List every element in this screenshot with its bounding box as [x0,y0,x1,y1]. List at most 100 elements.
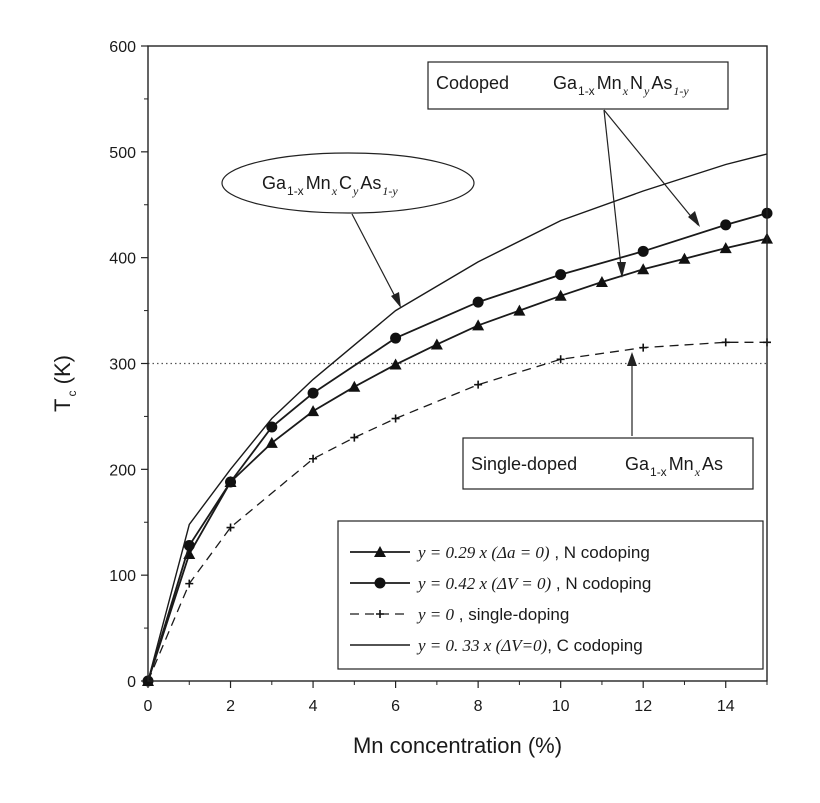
x-tick-label: 12 [634,698,652,715]
y-tick-label: 200 [109,462,136,479]
y-tick-label: 500 [109,145,136,162]
formula-part: As [651,73,672,93]
formula-part: Mn [306,173,331,193]
data-point-plus [474,380,483,389]
y-axis-label: Tc (K) [50,355,79,412]
data-point-circle [307,387,319,399]
formula-part: Ga [625,454,650,474]
data-point-circle [720,219,732,231]
plot-area: 0 100 200 300 400 500 600 0 2 4 6 8 10 12 14 Mn concent… [50,39,773,758]
data-point-triangle [554,289,567,301]
plot-frame [147,45,768,682]
callout-box [427,61,729,110]
data-point-triangle [430,338,443,350]
legend-expression: y = 0. 33 x (ΔV=0) [416,636,548,655]
data-point-triangle [678,252,691,264]
arrow-head [391,292,401,308]
arrow-head [617,262,626,278]
data-point-plus [350,433,359,442]
legend-label: y = 0.29 x (Δa = 0) , N codoping [416,543,650,562]
legend-expression: y = 0.29 x (Δa = 0) [416,543,550,562]
legend-item: y = 0.42 x (ΔV = 0) , N codoping [350,574,651,593]
x-axis-label: Mn concentration (%) [353,733,562,758]
y-tick-label: 100 [109,568,136,585]
data-point-triangle [637,263,650,275]
formula-part: x [694,465,701,479]
callout-codoped: Codoped Ga1-x Mnx Ny As1-y [427,61,729,278]
legend-description: , N codoping [550,543,650,562]
callout-formula: Ga1-x Mnx Cy As1-y [262,173,398,198]
callout-formula: Ga1-x Mnx Ny As1-y [553,73,689,98]
data-point-triangle [389,358,402,370]
x-tick-label: 4 [309,698,318,715]
formula-part: Mn [597,73,622,93]
series-line [147,341,767,682]
legend-description: , single-doping [454,605,569,624]
data-point-plus [185,579,194,588]
y-tick-label: 400 [109,251,136,268]
callout-single: Single-doped Ga1-x Mnx As [462,352,754,490]
callout-formula: Ga1-x Mnx As [625,454,723,479]
callout-arrow [603,109,623,277]
data-point-triangle [513,304,526,316]
callout-arrow [603,109,699,226]
data-point-triangle [265,436,278,448]
formula-part: As [702,454,723,474]
formula-part: Mn [669,454,694,474]
callout-carbon: Ga1-x Mnx Cy As1-y [221,152,475,308]
data-point-circle [374,577,386,589]
data-point-circle [472,296,484,308]
formula-part: y [352,184,359,198]
legend-label: y = 0 , single-doping [416,605,569,624]
x-tick-label: 8 [474,698,483,715]
formula-part: 1-x [287,184,304,198]
x-tick-label: 2 [226,698,235,715]
y-axis-label-part: (K) [50,355,75,390]
callout-box [462,437,754,490]
data-point-circle [225,476,237,488]
data-point-triangle [348,380,361,392]
series-line [147,153,768,682]
data-point-circle [637,245,649,257]
data-point-circle [390,332,402,344]
legend-label: y = 0.42 x (ΔV = 0) , N codoping [416,574,651,593]
y-axis-label-part: T [50,399,75,412]
formula-part: N [630,73,643,93]
callout-label: Single-doped [471,454,577,474]
x-tick-label: 6 [391,698,400,715]
legend-item: y = 0. 33 x (ΔV=0), C codoping [350,636,643,655]
data-point-triangle [374,546,386,557]
data-point-circle [555,269,567,281]
data-point-plus [309,454,318,463]
formula-part: Ga [553,73,578,93]
x-tick-label: 10 [552,698,570,715]
data-point-plus [391,414,400,423]
data-point-plus [556,355,565,364]
legend: y = 0.29 x (Δa = 0) , N codoping y = 0.42… [337,520,764,670]
formula-part: 1-x [578,84,595,98]
formula-part: 1-x [650,465,667,479]
formula-part: 1-y [382,184,398,198]
data-point-circle [183,540,195,552]
callout-label: Codoped [436,73,509,93]
callout-ellipse [221,152,475,214]
formula-part: Ga [262,173,287,193]
data-point-triangle [719,242,732,254]
data-point-plus [226,523,235,532]
legend-expression: y = 0.42 x (ΔV = 0) [416,574,552,593]
arrow-head [627,352,637,366]
formula-part: C [339,173,352,193]
series-4 [147,153,768,682]
y-tick-label: 300 [109,357,136,374]
legend-label: y = 0. 33 x (ΔV=0), C codoping [416,636,643,655]
formula-part: 1-y [673,84,689,98]
data-point-triangle [595,276,608,288]
data-point-circle [266,421,278,433]
data-point-plus [721,338,730,347]
data-point-triangle [472,319,485,331]
series-line [147,237,768,682]
data-point-triangle [307,405,320,417]
y-tick-label: 600 [109,39,136,56]
arrow-head [688,211,700,227]
